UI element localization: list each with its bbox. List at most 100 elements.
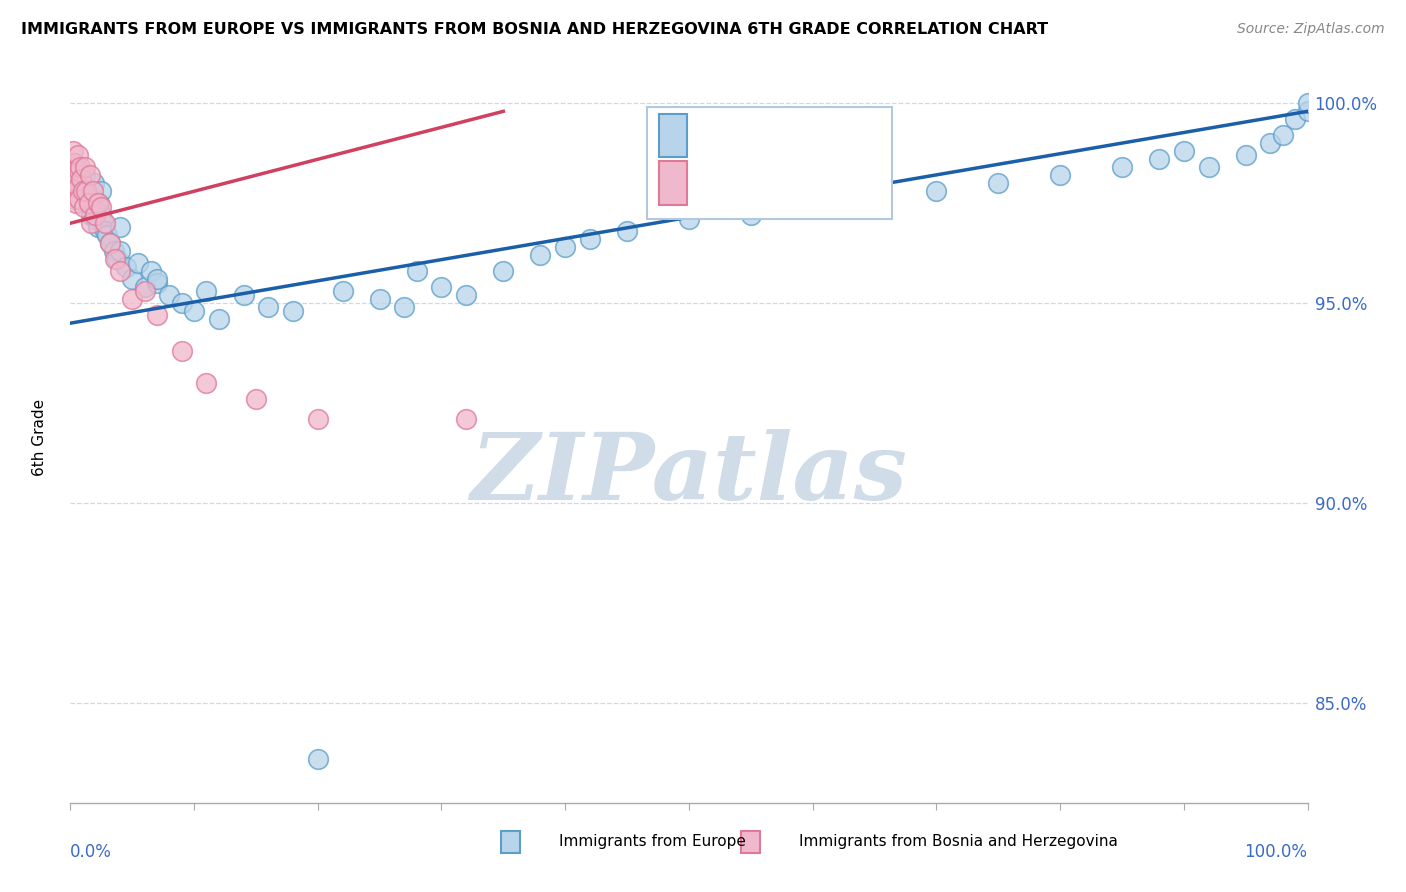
Point (195, 376, 218, 391)
Point (245, 392, 267, 406)
Point (115, 260, 138, 275)
Point (90, 200, 112, 214)
Point (72, 184, 94, 198)
Point (183, 304, 205, 318)
Text: IMMIGRANTS FROM EUROPE VS IMMIGRANTS FROM BOSNIA AND HERZEGOVINA 6TH GRADE CORRE: IMMIGRANTS FROM EUROPE VS IMMIGRANTS FRO… (21, 22, 1049, 37)
Point (195, 284, 218, 298)
Point (307, 752, 329, 766)
Point (75, 180, 97, 194)
Point (62, 172, 84, 186)
Point (86, 196, 108, 211)
Text: R = 0.291   N = 39: R = 0.291 N = 39 (692, 175, 863, 193)
Point (232, 288, 254, 302)
Point (65, 192, 87, 206)
Point (62, 145, 84, 159)
Point (146, 308, 169, 322)
Point (72, 192, 94, 206)
Point (63, 169, 86, 183)
Point (394, 300, 416, 314)
Point (77, 196, 100, 211)
Point (405, 264, 427, 278)
Point (65, 161, 87, 175)
Point (170, 296, 193, 310)
Point (63, 180, 86, 194)
Point (96, 228, 118, 243)
Point (93, 216, 115, 230)
Point (1260, 136, 1282, 151)
Point (430, 280, 453, 294)
Point (65, 176, 87, 190)
Point (678, 212, 700, 227)
Point (134, 284, 156, 298)
Point (1111, 161, 1133, 175)
Point (104, 252, 127, 267)
Point (94, 216, 117, 230)
Point (80, 216, 103, 230)
Point (73, 200, 96, 214)
Point (579, 232, 602, 246)
Point (67, 164, 90, 178)
Point (281, 304, 304, 318)
Point (69, 172, 91, 186)
Point (66, 184, 89, 198)
Point (77, 188, 100, 202)
Point (456, 288, 478, 302)
Point (75, 161, 97, 175)
Point (65, 196, 87, 211)
Point (1173, 145, 1195, 159)
Point (86, 220, 108, 235)
Point (66, 180, 89, 194)
Point (863, 192, 886, 206)
Point (66, 148, 89, 162)
Text: 0.0%: 0.0% (70, 843, 112, 861)
Point (82, 184, 104, 198)
Point (70, 172, 93, 186)
Point (121, 272, 143, 286)
Point (1296, 104, 1319, 119)
Point (108, 220, 131, 235)
Point (1284, 112, 1306, 127)
Point (73, 184, 96, 198)
Point (103, 244, 125, 259)
Point (740, 208, 762, 222)
Point (70, 172, 93, 186)
Point (105, 252, 128, 267)
Point (127, 256, 149, 270)
Point (170, 344, 193, 359)
Text: Immigrants from Europe: Immigrants from Europe (560, 834, 745, 849)
Point (332, 284, 354, 298)
Text: Immigrants from Bosnia and Herzegovina: Immigrants from Bosnia and Herzegovina (799, 834, 1118, 849)
Point (616, 224, 638, 238)
Point (1296, 96, 1319, 111)
Point (79, 169, 101, 183)
Point (65, 164, 87, 178)
Text: Source: ZipAtlas.com: Source: ZipAtlas.com (1237, 22, 1385, 37)
Point (307, 412, 329, 426)
Point (134, 280, 156, 294)
Point (529, 248, 551, 262)
Point (75, 184, 97, 198)
Point (75, 169, 97, 183)
Point (801, 200, 824, 214)
Point (208, 312, 231, 326)
Point (98, 236, 121, 251)
Point (139, 264, 162, 278)
Point (67, 164, 90, 178)
Point (157, 288, 180, 302)
Point (77, 192, 100, 206)
Point (925, 184, 948, 198)
Text: 100.0%: 100.0% (1244, 843, 1308, 861)
Point (69, 161, 91, 175)
Point (83, 176, 105, 190)
Point (257, 300, 280, 314)
Point (84, 208, 107, 222)
Text: ZIPatlas: ZIPatlas (471, 429, 907, 518)
Point (368, 292, 391, 306)
Point (456, 412, 478, 426)
Point (60, 184, 83, 198)
Text: 6th Grade: 6th Grade (32, 399, 46, 475)
Point (79, 200, 101, 214)
Point (90, 184, 112, 198)
Point (121, 292, 143, 306)
Point (60, 161, 83, 175)
